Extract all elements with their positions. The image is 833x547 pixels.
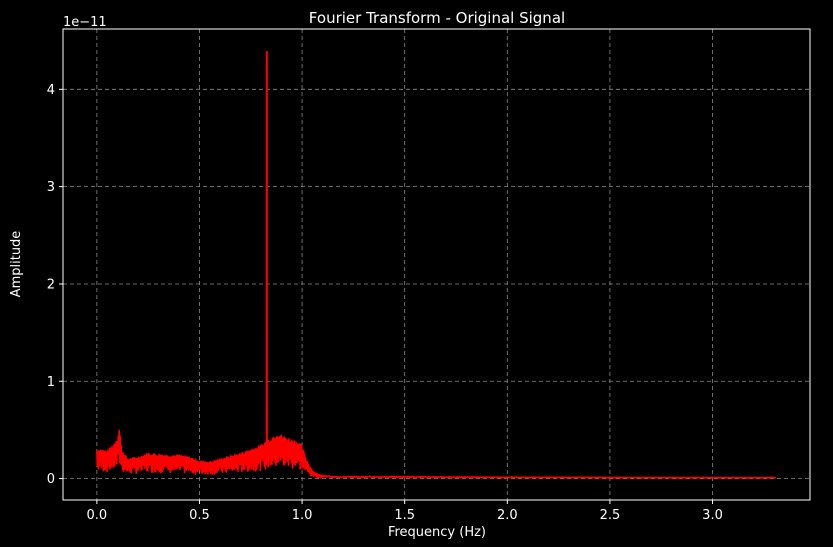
- y-tick-label: 4: [47, 83, 55, 98]
- x-tick-label: 2.0: [497, 508, 518, 523]
- spectrum-line: [96, 50, 777, 479]
- y-tick-label: 1: [47, 375, 55, 390]
- plot-frame: [62, 28, 811, 501]
- series-layer: [96, 50, 777, 479]
- y-tick-label: 0: [47, 472, 55, 487]
- y-offset-label: 1e−11: [63, 15, 107, 30]
- grid: [63, 29, 810, 500]
- x-tick-label: 3.0: [702, 508, 723, 523]
- x-axis-label: Frequency (Hz): [388, 525, 486, 540]
- y-ticks: 0 1 2 3 4: [47, 83, 63, 487]
- y-tick-label: 3: [47, 180, 55, 195]
- x-ticks: 0.0 0.5 1.0 1.5 2.0 2.5 3.0: [87, 500, 723, 523]
- x-tick-label: 1.5: [394, 508, 415, 523]
- chart-title: Fourier Transform - Original Signal: [309, 9, 565, 27]
- x-tick-label: 0.5: [189, 508, 210, 523]
- y-tick-label: 2: [47, 277, 55, 292]
- x-tick-label: 0.0: [87, 508, 108, 523]
- x-tick-label: 2.5: [600, 508, 621, 523]
- x-tick-label: 1.0: [292, 508, 313, 523]
- y-axis-label: Amplitude: [9, 231, 24, 298]
